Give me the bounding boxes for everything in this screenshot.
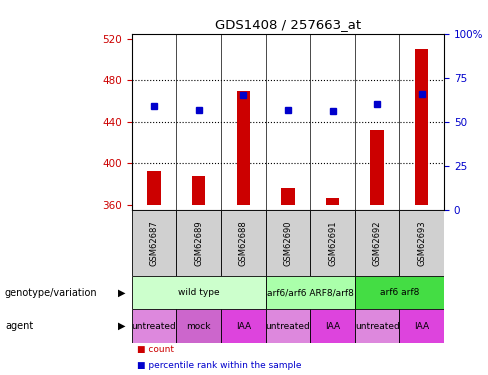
Bar (132, 276, 265, 309)
Bar (265, 309, 310, 343)
Text: untreated: untreated (265, 322, 310, 331)
Bar (355, 210, 400, 276)
Bar (310, 210, 355, 276)
Bar (310, 309, 355, 343)
Text: GSM62692: GSM62692 (373, 220, 382, 266)
Bar (221, 309, 265, 343)
Bar (147, 171, 161, 205)
Text: genotype/variation: genotype/variation (5, 288, 98, 297)
Bar (132, 210, 176, 276)
Text: GSM62691: GSM62691 (328, 220, 337, 266)
Text: IAA: IAA (236, 322, 251, 331)
Text: untreated: untreated (355, 322, 400, 331)
Bar (265, 276, 355, 309)
Bar (326, 198, 339, 205)
Bar (415, 49, 428, 205)
Bar (400, 210, 444, 276)
Bar (370, 130, 384, 205)
Text: arf6 arf8: arf6 arf8 (380, 288, 419, 297)
Bar (281, 188, 295, 205)
Bar (176, 309, 221, 343)
Bar (355, 309, 400, 343)
Text: mock: mock (186, 322, 211, 331)
Text: agent: agent (5, 321, 33, 331)
Text: ■ count: ■ count (137, 345, 174, 354)
Bar (237, 91, 250, 205)
Title: GDS1408 / 257663_at: GDS1408 / 257663_at (215, 18, 361, 31)
Text: IAA: IAA (414, 322, 429, 331)
Text: IAA: IAA (325, 322, 340, 331)
Text: ▶: ▶ (118, 288, 126, 297)
Text: ▶: ▶ (118, 321, 126, 331)
Text: GSM62689: GSM62689 (194, 220, 203, 266)
Text: untreated: untreated (132, 322, 177, 331)
Text: arf6/arf6 ARF8/arf8: arf6/arf6 ARF8/arf8 (267, 288, 354, 297)
Bar (400, 309, 444, 343)
Bar (265, 210, 310, 276)
Text: GSM62693: GSM62693 (417, 220, 427, 266)
Bar (221, 210, 265, 276)
Bar (132, 309, 176, 343)
Text: GSM62690: GSM62690 (284, 220, 292, 266)
Text: ■ percentile rank within the sample: ■ percentile rank within the sample (137, 361, 301, 370)
Bar (355, 276, 444, 309)
Text: GSM62687: GSM62687 (149, 220, 159, 266)
Text: GSM62688: GSM62688 (239, 220, 248, 266)
Text: wild type: wild type (178, 288, 220, 297)
Bar (192, 176, 205, 205)
Bar (176, 210, 221, 276)
